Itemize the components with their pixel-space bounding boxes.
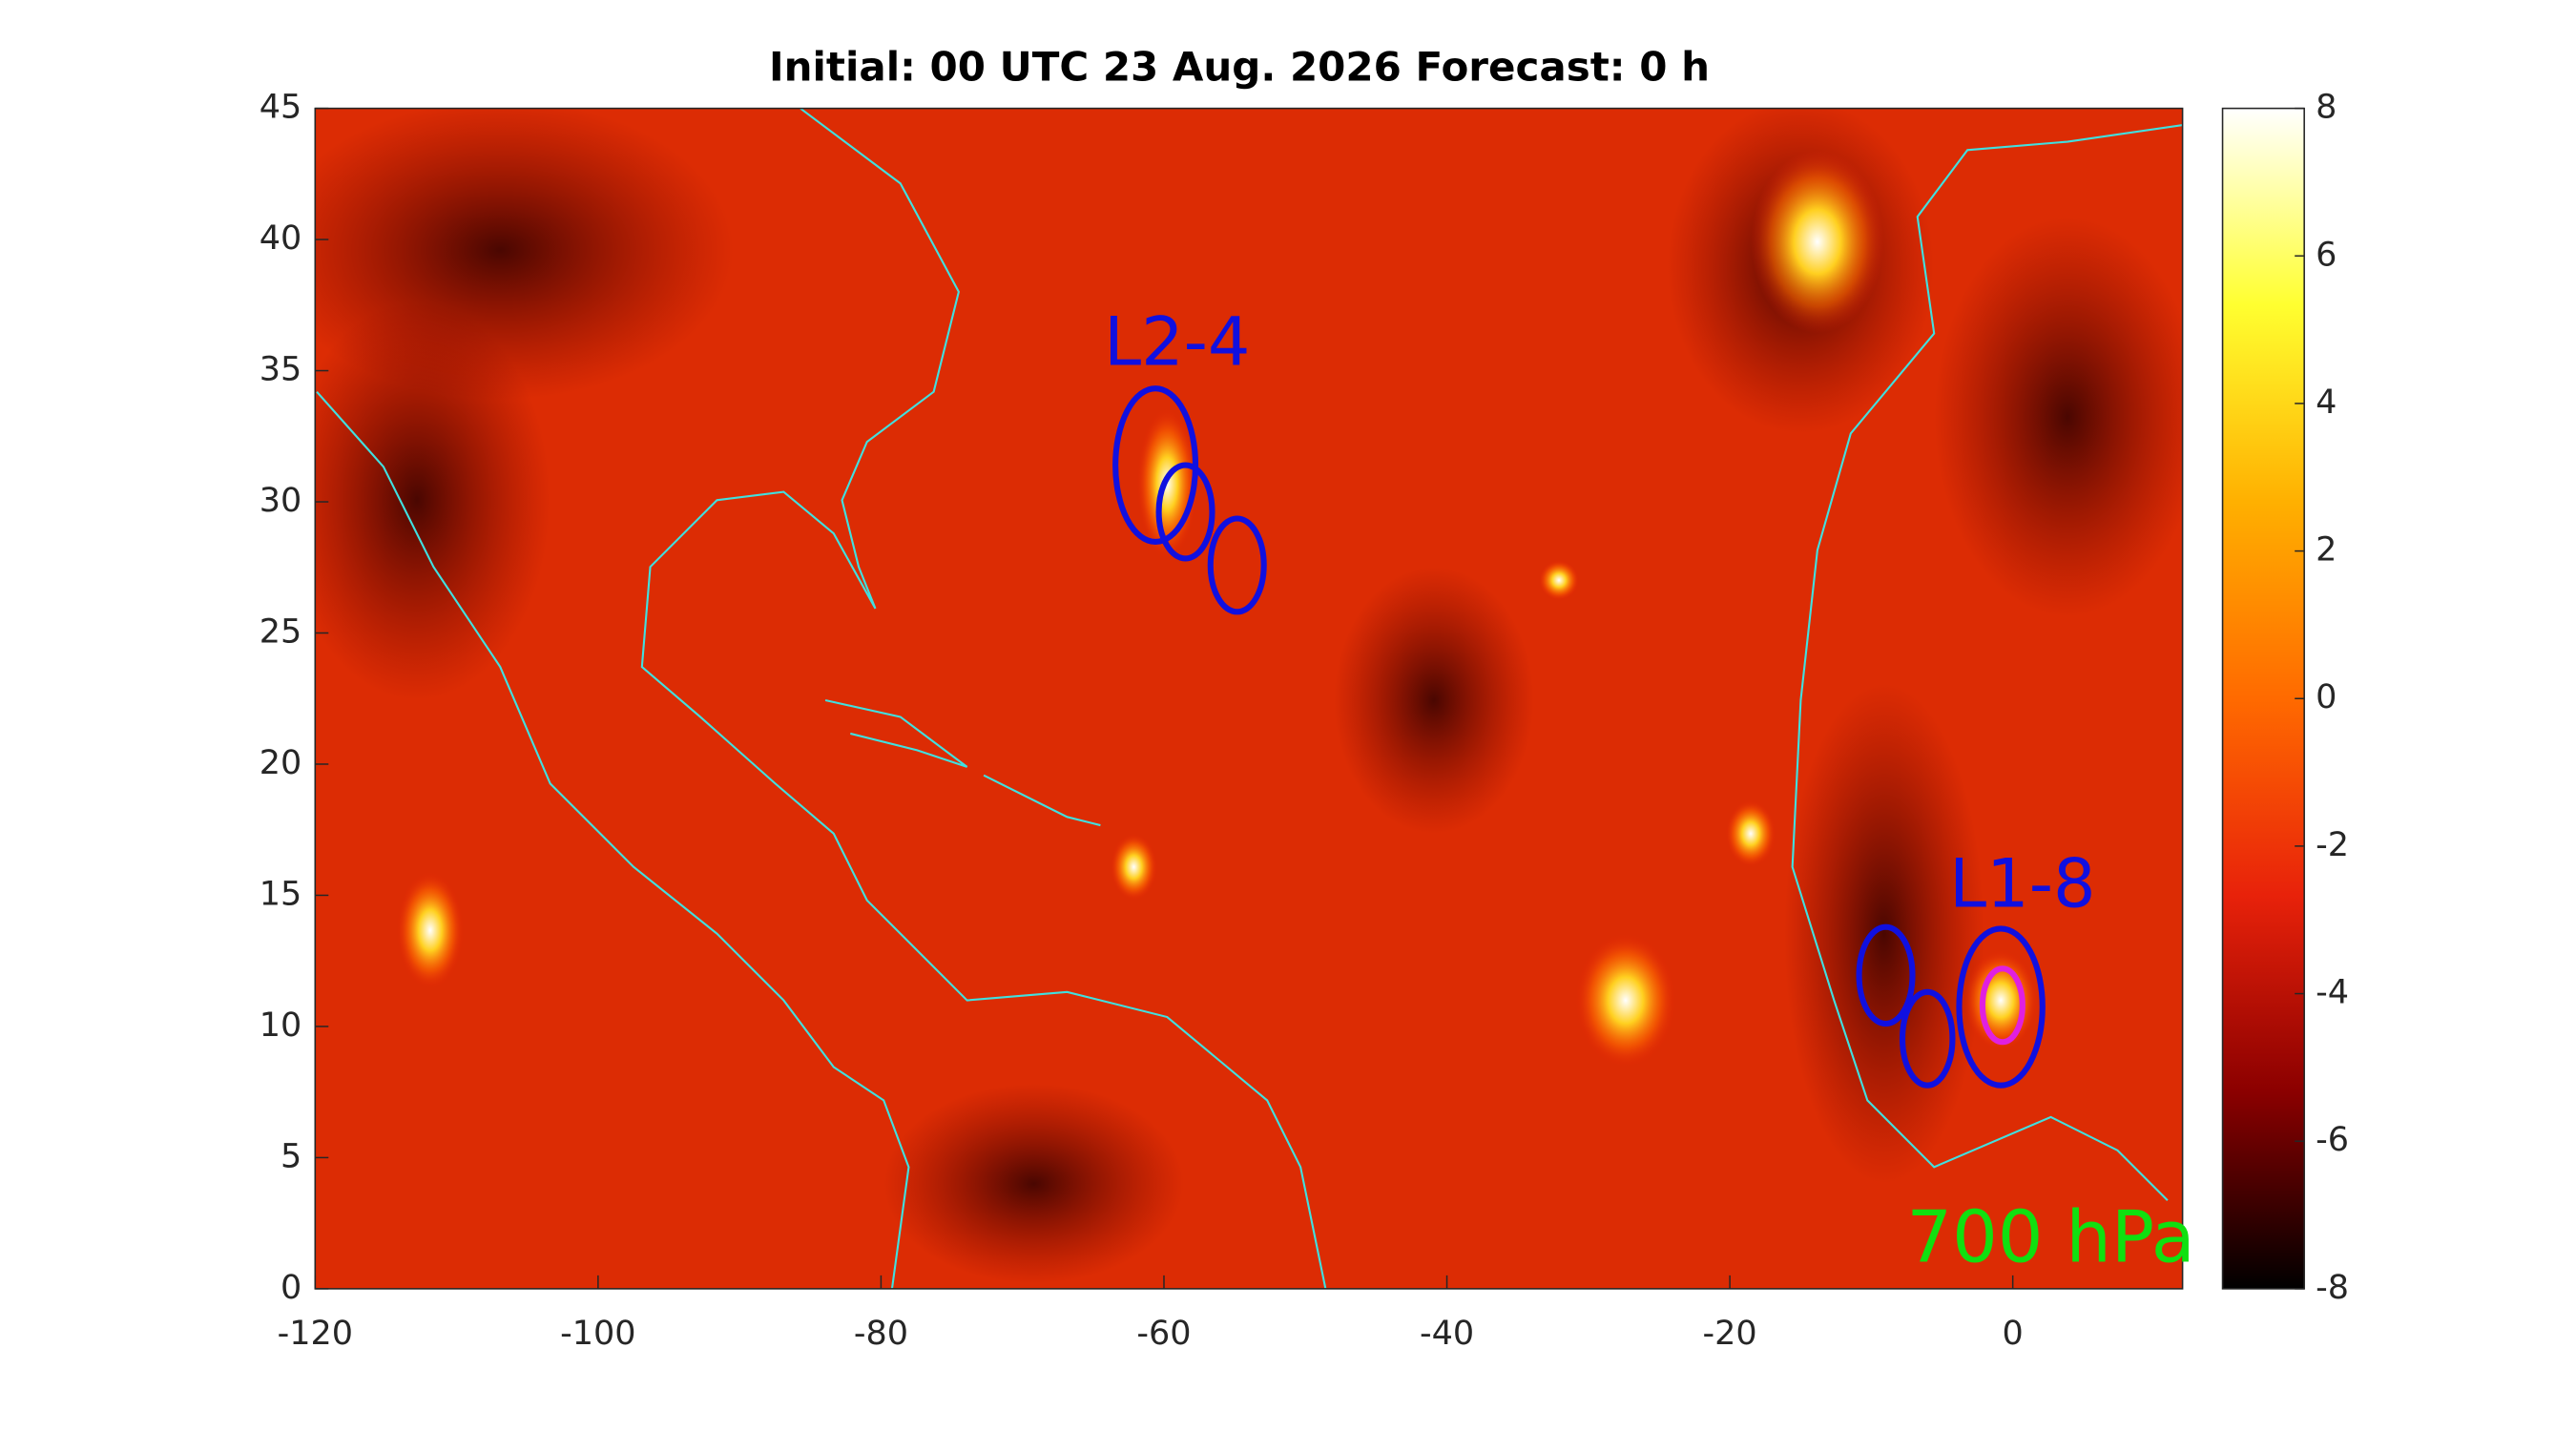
x-tick-label: -20 bbox=[1703, 1315, 1757, 1353]
track-circle bbox=[1155, 462, 1215, 562]
annotation: 700 hPa bbox=[1906, 1194, 2194, 1278]
annotation: L2-4 bbox=[1104, 303, 1250, 382]
y-tick-label: 30 bbox=[260, 482, 302, 520]
track-circle bbox=[1899, 988, 1956, 1089]
x-tick-label: -80 bbox=[854, 1315, 908, 1353]
colorbar-tick-label: 8 bbox=[2316, 89, 2337, 127]
y-tick-label: 10 bbox=[260, 1006, 302, 1045]
colorbar-tick-label: -2 bbox=[2316, 826, 2349, 864]
y-tick-label: 0 bbox=[280, 1269, 301, 1307]
x-tick-label: -120 bbox=[278, 1315, 353, 1353]
y-tick-label: 40 bbox=[260, 219, 302, 258]
y-tick-label: 20 bbox=[260, 744, 302, 782]
colorbar-tick-label: 0 bbox=[2316, 678, 2337, 716]
colorbar-tick-label: -8 bbox=[2316, 1269, 2349, 1307]
y-tick-label: 35 bbox=[260, 351, 302, 389]
colorbar bbox=[2221, 107, 2305, 1290]
colorbar-tick-label: -6 bbox=[2316, 1121, 2349, 1159]
y-tick-label: 25 bbox=[260, 613, 302, 652]
colorbar-tick-label: 6 bbox=[2316, 236, 2337, 274]
y-tick-label: 15 bbox=[260, 875, 302, 913]
chart-title: Initial: 00 UTC 23 Aug. 2026 Forecast: 0… bbox=[769, 44, 1710, 91]
track-circle bbox=[1979, 965, 2025, 1046]
colorbar-tick-label: 4 bbox=[2316, 384, 2337, 422]
y-tick-label: 45 bbox=[260, 89, 302, 127]
track-circle bbox=[1856, 923, 1916, 1027]
annotation: L1-8 bbox=[1949, 845, 2095, 923]
colorbar-tick-label: -4 bbox=[2316, 974, 2349, 1012]
track-circle bbox=[1956, 925, 2046, 1089]
x-tick-label: -40 bbox=[1420, 1315, 1474, 1353]
colorbar-tick-label: 2 bbox=[2316, 531, 2337, 570]
x-tick-label: -60 bbox=[1136, 1315, 1191, 1353]
track-circle bbox=[1207, 515, 1267, 615]
x-tick-label: -100 bbox=[560, 1315, 635, 1353]
y-tick-label: 5 bbox=[280, 1137, 301, 1175]
field bbox=[314, 107, 2305, 1290]
x-tick-label: 0 bbox=[2003, 1315, 2024, 1353]
